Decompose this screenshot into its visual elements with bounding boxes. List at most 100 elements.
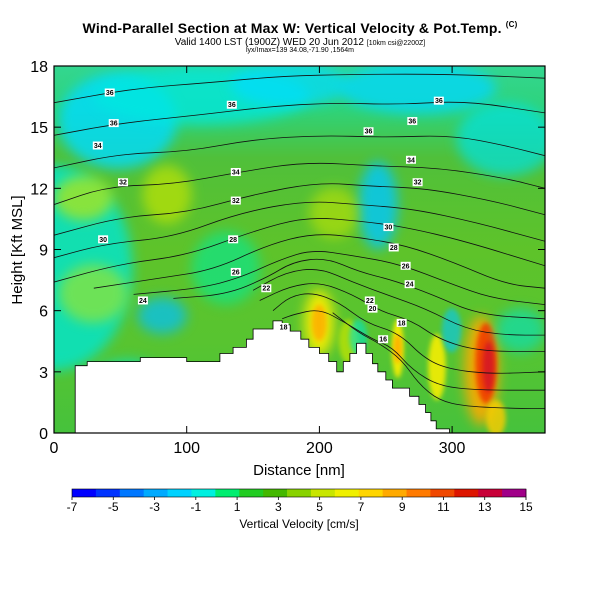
contour-label: 36 <box>110 121 118 128</box>
velocity-feature <box>54 176 113 221</box>
contour-label-box <box>363 127 374 136</box>
velocity-feature <box>495 308 545 353</box>
x-tick-label: 0 <box>50 440 59 457</box>
contour-label: 32 <box>414 180 422 187</box>
contour-label-box <box>407 117 418 126</box>
colorbar-swatch <box>263 489 288 497</box>
contour-label: 18 <box>280 324 288 331</box>
y-tick-label: 15 <box>30 120 48 137</box>
colorbar-swatch <box>478 489 503 497</box>
contour-label-box <box>137 296 148 305</box>
colorbar-swatch <box>406 489 431 497</box>
contour-label-box <box>383 223 394 232</box>
contour-label: 36 <box>365 129 373 136</box>
colorbar-swatch <box>334 489 360 497</box>
colorbar-tick-label: 13 <box>478 500 492 514</box>
y-tick-label: 3 <box>39 365 48 382</box>
contour-label: 34 <box>94 143 102 150</box>
velocity-feature <box>230 66 349 107</box>
contour-label-box <box>104 88 115 97</box>
chart-title-mark: (C) <box>505 20 518 30</box>
contour-label: 16 <box>379 337 387 344</box>
colorbar-swatch <box>382 489 407 497</box>
isentrope-30 <box>54 201 545 259</box>
contour-label-box <box>108 119 119 128</box>
colorbar-swatch <box>310 489 336 497</box>
colorbar-swatch <box>119 489 145 497</box>
isentrope-38 <box>54 73 545 104</box>
velocity-feature <box>309 187 359 239</box>
contour-label: 28 <box>229 237 237 244</box>
contour-label: 34 <box>232 170 240 177</box>
y-tick-label: 12 <box>30 181 48 198</box>
colorbar: -7 -5 -3 -1 1 3 5 7 9 11 13 15 <box>67 488 533 514</box>
isentrope-32 <box>54 162 545 205</box>
isentrope-34 <box>54 135 545 169</box>
x-axis-title: Distance [nm] <box>253 462 345 479</box>
x-tick-label: 300 <box>439 440 466 457</box>
valid-time: Valid 1400 LST (1900Z) WED 20 Jun 2012 <box>174 37 364 48</box>
contour-label: 32 <box>232 198 240 205</box>
vertical-velocity-field <box>54 66 545 433</box>
colorbar-tick-label: 3 <box>275 500 282 514</box>
colorbar-swatch <box>72 489 97 497</box>
colorbar-swatch <box>239 489 264 497</box>
colorbar-tick-label: 7 <box>358 500 365 514</box>
contour-label-box <box>92 141 103 150</box>
isentrope-26 <box>93 234 545 289</box>
colorbar-tick-label: 9 <box>399 500 406 514</box>
isentrope-22 <box>173 258 545 320</box>
colorbar-tick-label: 1 <box>234 500 241 514</box>
chart-title-text: Wind-Parallel Section at Max W: Vertical… <box>82 20 502 36</box>
isentrope-unlabeled <box>272 293 545 374</box>
x-tick-label: 200 <box>306 440 333 457</box>
velocity-feature <box>137 297 187 334</box>
velocity-feature <box>191 231 261 305</box>
x-axis: 0 100 200 300 <box>50 66 466 457</box>
velocity-feature <box>338 66 496 114</box>
contour-label: 32 <box>119 180 127 187</box>
velocity-feature <box>142 165 192 224</box>
contour-label-box <box>378 335 389 344</box>
colorbar-swatch <box>454 489 479 497</box>
velocity-feature <box>358 161 398 250</box>
colorbar-swatch <box>358 489 384 497</box>
y-axis-title: Height [Kft MSL] <box>9 195 26 304</box>
velocity-feature <box>311 304 327 342</box>
isentrope-28 <box>54 218 545 283</box>
velocity-feature <box>456 102 545 177</box>
forecast-run: [10km csi@2200Z] <box>366 40 426 47</box>
colorbar-swatch <box>287 489 312 497</box>
y-tick-label: 0 <box>39 426 48 443</box>
colorbar-tick-label: -3 <box>149 500 160 514</box>
contour-label-box <box>400 261 411 270</box>
isentrope-18 <box>282 310 545 391</box>
colorbar-swatch <box>95 489 121 497</box>
contour-label: 24 <box>139 298 147 305</box>
isentrope-36 <box>54 101 545 136</box>
contour-label-box <box>388 243 399 252</box>
isentrope-16 <box>332 312 545 409</box>
contour-label-box <box>226 100 237 109</box>
colorbar-title: Vertical Velocity [cm/s] <box>239 517 358 531</box>
colorbar-swatch <box>143 489 168 497</box>
contour-label-box <box>404 280 415 289</box>
contour-label: 36 <box>435 98 443 105</box>
contour-label-box <box>230 196 241 205</box>
velocity-feature <box>482 341 495 393</box>
chart-subtitle: Valid 1400 LST (1900Z) WED 20 Jun 2012 [… <box>0 37 600 48</box>
colorbar-swatch <box>191 489 216 497</box>
contour-label: 30 <box>99 237 107 244</box>
colorbar-swatch <box>167 489 192 497</box>
contour-label-box <box>367 304 378 313</box>
contour-label: 30 <box>385 225 393 232</box>
velocity-feature <box>393 333 402 364</box>
contour-label: 24 <box>406 282 414 289</box>
colorbar-tick-label: 5 <box>316 500 323 514</box>
colorbar-tick-label: 11 <box>437 500 450 514</box>
colorbar-swatch <box>430 489 455 497</box>
contour-label-box <box>228 235 239 244</box>
contour-label: 22 <box>366 298 374 305</box>
colorbar-tick-label: -1 <box>190 500 201 514</box>
